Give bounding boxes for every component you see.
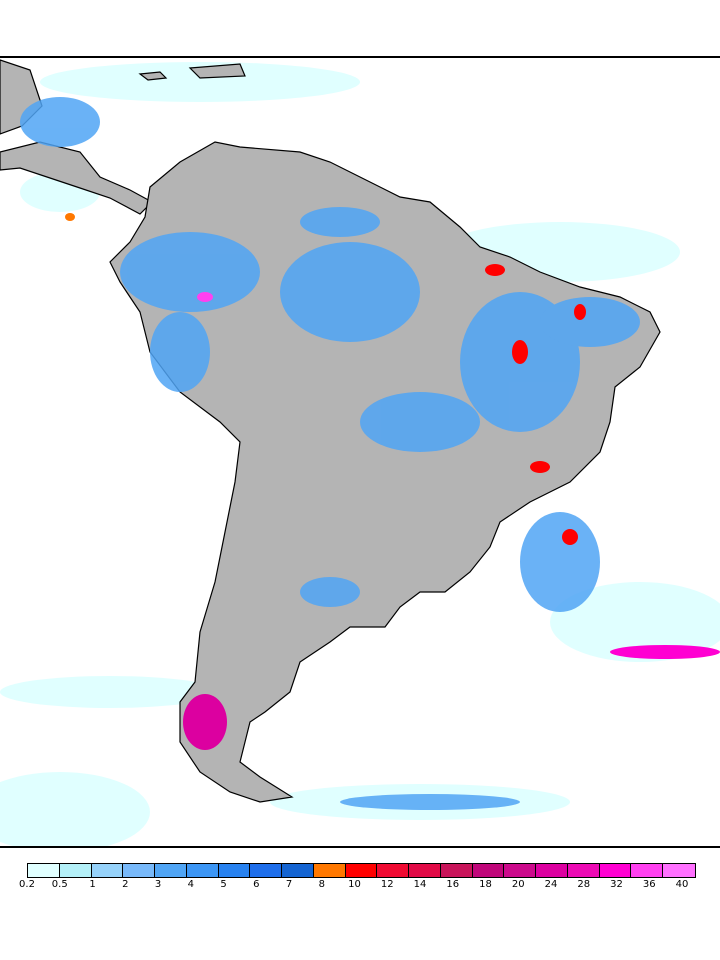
legend-tick-label: 32 [610,879,623,890]
legend-color-box [472,864,505,877]
legend-color-box [567,864,600,877]
hispaniola [188,63,246,79]
legend-color-box [504,864,536,877]
legend-tick-label: 6 [253,879,260,890]
legend-color-box [409,864,441,877]
legend-color-box [186,864,219,877]
legend-color-box [155,864,187,877]
legend-tick-label: 3 [154,879,162,890]
precipitation-map [0,56,720,848]
legend-color-box [440,864,473,877]
legend-color-box [631,864,663,877]
legend-color-box [28,864,60,877]
legend-tick-label: 40 [675,879,689,890]
legend-color-box [91,864,124,877]
legend-color-box [345,864,378,877]
legend-color-box [599,864,632,877]
legend-color-box [663,864,695,877]
legend-color-box [218,864,251,877]
legend-tick-label: 0.5 [51,879,68,890]
legend-tick-label: 4 [187,879,194,890]
legend-color-box [59,864,92,877]
legend-tick-label: 18 [479,879,492,890]
legend-tick-label: 0.2 [19,879,35,890]
legend-color-box [282,864,314,877]
legend-color-box [123,864,155,877]
legend-tick-label: 1 [89,879,96,890]
jamaica [138,71,168,81]
legend-tick-label: 20 [511,879,525,890]
legend-color-box [313,864,346,877]
legend-color-box [536,864,568,877]
legend-tick-label: 7 [285,879,293,890]
legend-tick-label: 16 [446,879,460,890]
legend-tick-label: 14 [413,879,427,890]
legend-tick-label: 36 [642,879,656,890]
legend-color-box [377,864,409,877]
legend-tick-label: 24 [544,879,558,890]
legend-tick-label: 12 [380,879,394,890]
color-scale-legend [27,863,696,878]
legend-tick-label: 2 [122,879,129,890]
legend-tick-label: 5 [220,879,227,890]
legend-tick-label: 28 [577,879,591,890]
legend-tick-labels: 0.2 0.5 1 2 3 4 5 6 7 8 10 12 14 16 18 20 24 28 32 36 40 [19,879,717,893]
legend-tick-label: 10 [348,879,361,890]
legend-color-box [250,864,282,877]
central-america-landmass [0,141,153,215]
map-canvas [0,59,720,846]
legend-tick-label: 8 [318,879,325,890]
heavy-precip-areas [65,213,720,750]
